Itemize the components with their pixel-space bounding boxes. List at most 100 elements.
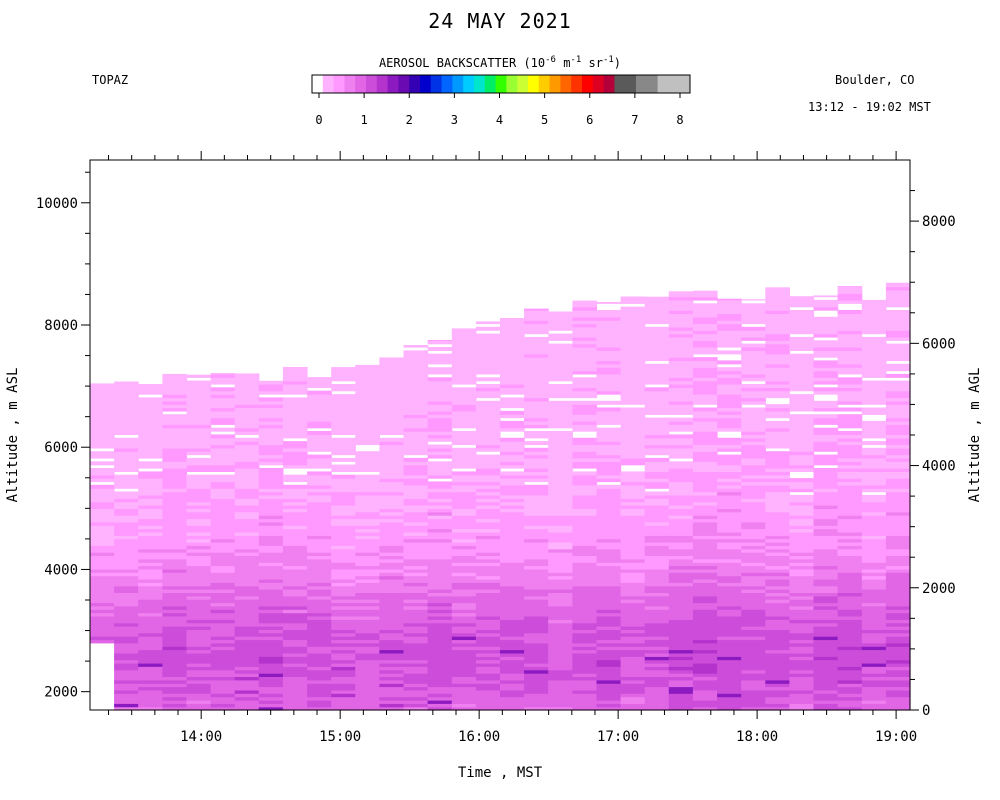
heatmap-cell — [741, 646, 766, 651]
heatmap-cell — [186, 669, 212, 674]
heatmap-cell — [548, 367, 573, 372]
heatmap-cell — [765, 323, 790, 328]
heatmap-cell — [789, 565, 815, 570]
heatmap-cell — [355, 410, 380, 415]
heatmap-cell — [90, 484, 115, 489]
heatmap-cell — [403, 565, 429, 570]
heatmap-cell — [234, 646, 260, 651]
heatmap-cell — [813, 367, 839, 372]
heatmap-cell — [885, 343, 911, 348]
heatmap-cell — [331, 699, 356, 704]
heatmap-cell — [331, 572, 356, 577]
heatmap-cell — [427, 699, 453, 704]
heatmap-cell — [692, 326, 718, 331]
heatmap-cell — [692, 646, 718, 651]
heatmap-cell — [114, 693, 139, 698]
heatmap-cell — [403, 636, 429, 641]
heatmap-cell — [668, 636, 694, 641]
heatmap-cell — [307, 390, 332, 395]
heatmap-cell — [765, 508, 790, 513]
heatmap-cell — [789, 451, 815, 456]
heatmap-cell — [500, 629, 525, 634]
heatmap-cell — [692, 609, 718, 614]
heatmap-cell — [162, 632, 188, 637]
heatmap-cell — [307, 494, 332, 499]
heatmap-cell — [114, 649, 139, 654]
heatmap-cell — [861, 706, 887, 711]
heatmap-cell — [789, 377, 815, 382]
heatmap-cell — [186, 474, 212, 479]
heatmap-cell — [885, 515, 911, 520]
heatmap-cell — [620, 548, 646, 553]
heatmap-cell — [258, 585, 284, 590]
heatmap-cell — [403, 345, 429, 348]
heatmap-cell — [644, 703, 670, 708]
heatmap-cell — [258, 454, 284, 459]
heatmap-cell — [500, 370, 525, 375]
heatmap-cell — [451, 330, 477, 335]
heatmap-cell — [548, 578, 573, 583]
heatmap-cell — [307, 481, 332, 486]
heatmap-cell — [186, 410, 212, 415]
heatmap-cell — [307, 622, 332, 627]
heatmap-cell — [355, 380, 380, 385]
heatmap-cell — [162, 575, 188, 580]
heatmap-cell — [789, 676, 815, 681]
heatmap-cell — [475, 632, 501, 637]
heatmap-cell — [572, 350, 598, 355]
heatmap-cell — [475, 528, 501, 533]
heatmap-cell — [475, 578, 501, 583]
heatmap-cell — [355, 521, 380, 526]
heatmap-cell — [596, 652, 622, 657]
heatmap-cell — [427, 367, 453, 372]
heatmap-cell — [138, 538, 163, 543]
heatmap-cell — [114, 605, 139, 610]
heatmap-cell — [741, 468, 766, 472]
heatmap-cell — [210, 652, 236, 657]
heatmap-cell — [885, 528, 911, 533]
heatmap-cell — [813, 662, 839, 667]
heatmap-cell — [717, 298, 742, 301]
heatmap-cell — [234, 531, 260, 536]
heatmap-cell — [210, 457, 236, 462]
heatmap-cell — [596, 639, 622, 644]
heatmap-cell — [138, 535, 163, 540]
heatmap-cell — [282, 377, 308, 382]
heatmap-cell — [789, 528, 815, 533]
heatmap-cell — [138, 525, 163, 530]
heatmap-cell — [403, 384, 429, 388]
heatmap-cell — [692, 451, 718, 456]
heatmap-cell — [500, 696, 525, 701]
heatmap-cell — [717, 491, 742, 496]
heatmap-cell — [186, 464, 212, 469]
heatmap-cell — [403, 400, 429, 405]
heatmap-cell — [355, 505, 380, 509]
heatmap-cell — [813, 531, 839, 536]
heatmap-cell — [500, 518, 525, 523]
colorbar-swatch — [430, 75, 442, 93]
heatmap-cell — [307, 498, 332, 503]
heatmap-cell — [451, 622, 477, 627]
heatmap-cell — [427, 599, 453, 604]
heatmap-cell — [789, 367, 815, 372]
heatmap-cell — [741, 407, 766, 412]
heatmap-cell — [162, 555, 188, 560]
heatmap-cell — [741, 484, 766, 489]
heatmap-cell — [186, 706, 212, 711]
heatmap-cell — [307, 471, 332, 476]
heatmap-cell — [765, 488, 790, 493]
heatmap-cell — [427, 585, 453, 590]
heatmap-cell — [307, 666, 332, 671]
heatmap-cell — [258, 666, 284, 671]
heatmap-cell — [403, 394, 429, 399]
heatmap-cell — [572, 343, 598, 348]
heatmap-cell — [620, 296, 646, 298]
heatmap-cell — [234, 528, 260, 533]
heatmap-cell — [837, 589, 863, 593]
heatmap-cell — [500, 669, 525, 674]
heatmap-cell — [668, 323, 694, 328]
heatmap-cell — [282, 578, 308, 583]
heatmap-cell — [837, 572, 863, 577]
heatmap-cell — [282, 659, 308, 664]
heatmap-cell — [644, 595, 670, 600]
